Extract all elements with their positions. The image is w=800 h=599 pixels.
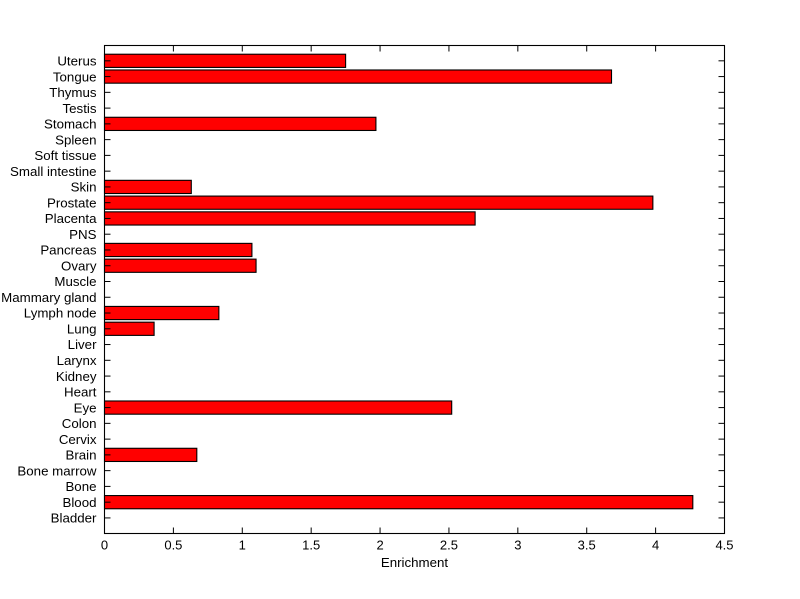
svg-text:Soft tissue: Soft tissue [34,148,96,163]
svg-text:2.5: 2.5 [440,538,458,553]
svg-text:Skin: Skin [71,180,97,195]
svg-text:Mammary gland: Mammary gland [1,290,96,305]
svg-text:Uterus: Uterus [57,54,97,69]
svg-text:Placenta: Placenta [45,211,97,226]
svg-text:0: 0 [101,538,108,553]
svg-text:2: 2 [376,538,383,553]
svg-text:Lymph node: Lymph node [24,306,97,321]
svg-text:Liver: Liver [68,337,97,352]
svg-text:3: 3 [514,538,521,553]
svg-text:3.5: 3.5 [578,538,596,553]
svg-text:Bone: Bone [65,479,96,494]
svg-text:Ovary: Ovary [61,258,97,273]
svg-text:Heart: Heart [64,385,97,400]
svg-text:Small intestine: Small intestine [10,164,96,179]
svg-text:Colon: Colon [62,416,97,431]
svg-text:Stomach: Stomach [44,117,96,132]
svg-text:Kidney: Kidney [56,369,97,384]
svg-text:Prostate: Prostate [47,195,97,210]
svg-text:Tongue: Tongue [53,69,97,84]
svg-text:Spleen: Spleen [55,132,96,147]
svg-text:Bone marrow: Bone marrow [17,463,96,478]
svg-text:Enrichment: Enrichment [381,555,449,570]
svg-text:4: 4 [652,538,659,553]
svg-text:1.5: 1.5 [302,538,320,553]
svg-text:Cervix: Cervix [59,432,97,447]
svg-text:Pancreas: Pancreas [40,243,97,258]
svg-text:Thymus: Thymus [49,85,97,100]
svg-text:Brain: Brain [65,448,96,463]
svg-text:PNS: PNS [69,227,96,242]
svg-text:1: 1 [239,538,246,553]
svg-text:0.5: 0.5 [164,538,182,553]
svg-text:4.5: 4.5 [715,538,733,553]
svg-text:Eye: Eye [74,400,97,415]
svg-text:Blood: Blood [62,495,96,510]
svg-text:Larynx: Larynx [57,353,97,368]
svg-text:Muscle: Muscle [54,274,96,289]
svg-text:Bladder: Bladder [51,511,97,526]
svg-text:Lung: Lung [67,321,97,336]
svg-text:Testis: Testis [63,101,97,116]
